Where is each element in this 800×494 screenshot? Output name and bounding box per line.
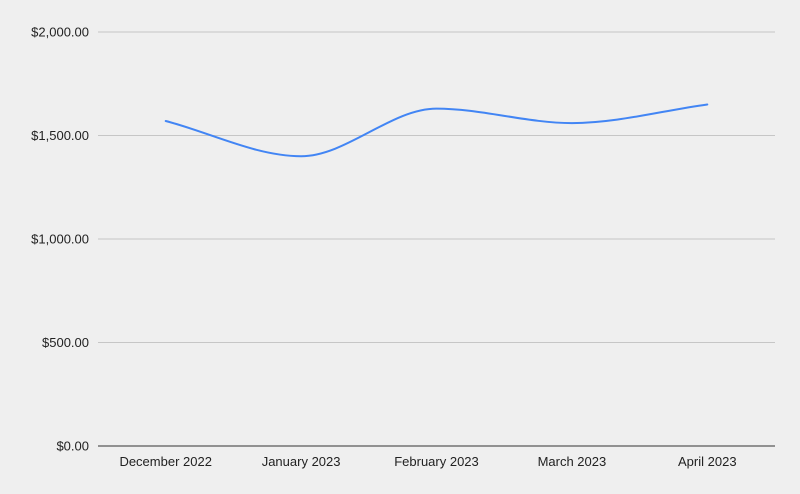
y-tick-label: $1,500.00: [31, 128, 89, 143]
x-tick-label: January 2023: [262, 454, 341, 469]
x-tick-label: February 2023: [394, 454, 479, 469]
y-tick-label: $500.00: [42, 335, 89, 350]
gridlines: [98, 31, 775, 447]
x-axis: December 2022 January 2023 February 2023 Ma…: [119, 454, 736, 469]
y-tick-label: $2,000.00: [31, 25, 89, 40]
y-axis: $0.00 $500.00 $1,000.00 $1,500.00 $2,000.00: [31, 25, 89, 454]
series-line: [164, 103, 709, 158]
y-tick-label: $0.00: [56, 439, 89, 454]
y-tick-label: $1,000.00: [31, 232, 89, 247]
x-tick-label: March 2023: [538, 454, 607, 469]
x-tick-label: December 2022: [119, 454, 212, 469]
x-tick-label: April 2023: [678, 454, 737, 469]
series-layer: [164, 103, 709, 158]
